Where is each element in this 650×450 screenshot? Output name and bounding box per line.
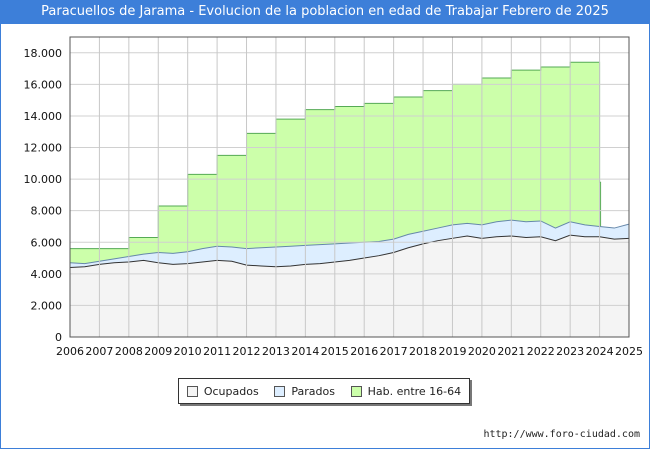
legend-item-parados: Parados bbox=[274, 385, 335, 398]
y-tick-label: 8.000 bbox=[31, 205, 63, 218]
y-tick-label: 0 bbox=[55, 331, 62, 344]
y-tick-label: 12.000 bbox=[24, 142, 63, 155]
legend: Ocupados Parados Hab. entre 16-64 bbox=[178, 378, 470, 404]
legend-swatch-ocupados bbox=[186, 385, 198, 397]
x-tick-label: 2024 bbox=[586, 345, 614, 358]
x-tick-label: 2010 bbox=[174, 345, 202, 358]
x-tick-label: 2006 bbox=[56, 345, 84, 358]
x-tick-label: 2007 bbox=[85, 345, 113, 358]
x-tick-label: 2012 bbox=[233, 345, 261, 358]
x-tick-label: 2014 bbox=[291, 345, 319, 358]
x-tick-label: 2021 bbox=[497, 345, 525, 358]
x-tick-label: 2008 bbox=[115, 345, 143, 358]
x-tick-label: 2016 bbox=[350, 345, 378, 358]
chart-title: Paracuellos de Jarama - Evolucion de la … bbox=[0, 0, 650, 24]
series-area-ocupados bbox=[70, 235, 629, 337]
plot-area: 0 2.000 4.000 6.000 8.000 10.000 12.000 14.000 1… bbox=[24, 36, 643, 358]
x-tick-label: 2020 bbox=[468, 345, 496, 358]
y-tick-label: 14.000 bbox=[24, 110, 63, 123]
x-tick-label: 2013 bbox=[262, 345, 290, 358]
x-tick-label: 2023 bbox=[556, 345, 584, 358]
legend-label-ocupados: Ocupados bbox=[203, 384, 259, 398]
y-tick-label: 6.000 bbox=[31, 236, 63, 249]
legend-label-hab: Hab. entre 16-64 bbox=[367, 384, 462, 398]
plot-border bbox=[69, 36, 630, 338]
x-tick-label: 2017 bbox=[380, 345, 408, 358]
legend-item-ocupados: Ocupados bbox=[186, 384, 259, 398]
footer-url: http://www.foro-ciudad.com bbox=[483, 429, 640, 440]
y-tick-label: 10.000 bbox=[24, 173, 63, 186]
y-tick-label: 4.000 bbox=[31, 268, 63, 281]
x-tick-label: 2022 bbox=[527, 345, 555, 358]
y-tick-label: 2.000 bbox=[31, 299, 63, 312]
x-tick-label: 2019 bbox=[438, 345, 466, 358]
series-line-ocupados bbox=[69, 234, 630, 269]
y-tick-label: 18.000 bbox=[24, 47, 63, 60]
legend-item-hab: Hab. entre 16-64 bbox=[350, 384, 462, 398]
y-tick-label: 16.000 bbox=[24, 78, 63, 91]
area-chart: 0 2.000 4.000 6.000 8.000 10.000 12.000 14.000 1… bbox=[24, 36, 643, 358]
x-tick-label: 2011 bbox=[203, 345, 231, 358]
x-tick-label: 2015 bbox=[321, 345, 349, 358]
legend-swatch-parados bbox=[274, 385, 286, 397]
series-line-parados bbox=[69, 219, 630, 265]
x-tick-label: 2025 bbox=[615, 345, 643, 358]
legend-swatch-hab bbox=[350, 385, 362, 397]
x-tick-label: 2009 bbox=[144, 345, 172, 358]
x-tick-label: 2018 bbox=[409, 345, 437, 358]
legend-label-parados: Parados bbox=[291, 384, 335, 398]
